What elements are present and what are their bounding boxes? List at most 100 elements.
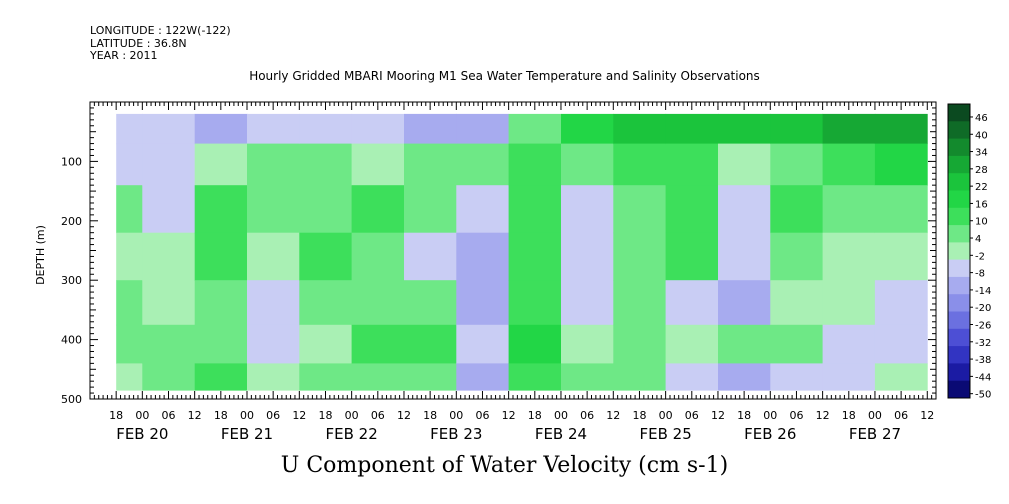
- heatmap-cell: [874, 232, 928, 281]
- x-date-label: FEB 21: [221, 425, 273, 443]
- colorbar: 46 40 34 28 22 16 10 4 -2 -8 -14 -20 -26 -32 -38 -44 -50: [947, 103, 991, 401]
- x-date-label: FEB 27: [849, 425, 901, 443]
- heatmap-cell: [194, 113, 248, 145]
- x-date-label: FEB 20: [116, 425, 168, 443]
- heatmap-cell: [456, 185, 510, 234]
- heatmap-cell: [456, 143, 510, 186]
- x-hour-label: 06: [685, 409, 699, 422]
- x-date-label: FEB 24: [535, 425, 587, 443]
- heatmap-cell: [718, 280, 771, 326]
- heatmap-cell: [613, 324, 667, 364]
- axes: 18 00 06 12 18 00 06 12 18 00 06 12 18 00 06 12 18 00 06 12…: [61, 102, 937, 443]
- heatmap-cell: [613, 113, 667, 145]
- colorbar-label: -8: [975, 269, 985, 280]
- heatmap-cell: [404, 232, 457, 281]
- x-hour-label: 18: [632, 409, 646, 422]
- heatmap-cell: [404, 185, 457, 234]
- heatmap-cell: [718, 232, 771, 281]
- heatmap-cell: [874, 185, 928, 234]
- heatmap-cell: [665, 280, 719, 326]
- heatmap-cell: [508, 280, 562, 326]
- colorbar-swatch: [948, 155, 970, 174]
- colorbar-swatch: [948, 346, 970, 364]
- heatmap-cell: [456, 324, 510, 364]
- heatmap-cell: [613, 143, 667, 186]
- heatmap-cell: [404, 363, 457, 391]
- x-hour-label: 18: [842, 409, 856, 422]
- heatmap-cell: [822, 324, 876, 364]
- y-tick-label: 200: [61, 215, 82, 228]
- heatmap-cell: [404, 280, 457, 326]
- heatmap-cell: [561, 232, 614, 281]
- colorbar-swatch: [948, 276, 970, 295]
- x-hour-label: 06: [789, 409, 803, 422]
- heatmap-cell: [194, 324, 248, 364]
- y-axis-label: DEPTH (m): [34, 225, 47, 285]
- x-hour-label: 06: [894, 409, 908, 422]
- heatmap-cell: [247, 143, 300, 186]
- heatmap-cell: [508, 232, 562, 281]
- colorbar-swatch: [948, 138, 970, 157]
- heatmap-cell: [142, 324, 196, 364]
- heatmap-cell: [874, 280, 928, 326]
- colorbar-swatch: [948, 173, 970, 191]
- heatmap-cell: [247, 280, 300, 326]
- heatmap-cell: [194, 280, 248, 326]
- x-date-label: FEB 25: [639, 425, 691, 443]
- heatmap-cell: [770, 185, 824, 234]
- heatmap-cell: [613, 280, 667, 326]
- colorbar-label: 16: [975, 199, 988, 210]
- heatmap-cell: [247, 232, 300, 281]
- colorbar-label: 40: [975, 130, 988, 141]
- heatmap-cell: [456, 280, 510, 326]
- x-hour-label: 12: [711, 409, 725, 422]
- heatmap-cell: [351, 232, 405, 281]
- chart-title: Hourly Gridded MBARI Mooring M1 Sea Wate…: [249, 69, 760, 83]
- heatmap-cell: [874, 113, 928, 145]
- x-hour-label: 12: [920, 409, 934, 422]
- x-hour-label: 18: [214, 409, 228, 422]
- heatmap-cell: [299, 185, 353, 234]
- x-hour-label: 00: [345, 409, 359, 422]
- heatmap-cell: [718, 185, 771, 234]
- heatmap-cell: [116, 280, 143, 326]
- heatmap-cell: [822, 363, 876, 391]
- heatmap-cell: [770, 232, 824, 281]
- heatmap-cell: [770, 280, 824, 326]
- heatmap-cell: [770, 324, 824, 364]
- heatmap-cell: [404, 113, 457, 145]
- heatmap-cell: [508, 185, 562, 234]
- colorbar-label: 34: [975, 148, 988, 159]
- heatmap-cell: [874, 143, 928, 186]
- heatmap-cell: [874, 324, 928, 364]
- heatmap-cell: [718, 363, 771, 391]
- heatmap-cell: [770, 363, 824, 391]
- x-hour-label: 12: [397, 409, 411, 422]
- x-date-label: FEB 26: [744, 425, 796, 443]
- colorbar-label: 10: [975, 217, 988, 228]
- heatmap-cell: [194, 232, 248, 281]
- heatmap-cell: [142, 363, 196, 391]
- heatmap-cell: [822, 185, 876, 234]
- heatmap-cell: [194, 363, 248, 391]
- longitude-label: LONGITUDE : 122W(-122): [90, 24, 231, 37]
- x-hour-label: 00: [659, 409, 673, 422]
- heatmap-cell: [299, 143, 353, 186]
- colorbar-swatch: [948, 104, 970, 122]
- heatmap-cell: [665, 113, 719, 145]
- heatmap-cell: [116, 185, 143, 234]
- x-hour-label: 06: [475, 409, 489, 422]
- x-hour-label: 18: [423, 409, 437, 422]
- heatmap-cell: [822, 113, 876, 145]
- heatmap-cell: [351, 143, 405, 186]
- heatmap-cell: [247, 185, 300, 234]
- heatmap-cell: [718, 113, 771, 145]
- colorbar-frame: [947, 103, 971, 399]
- heatmap-cell: [299, 363, 353, 391]
- latitude-label: LATITUDE : 36.8N: [90, 37, 187, 50]
- heatmap-cell: [351, 280, 405, 326]
- colorbar-swatch: [948, 190, 970, 209]
- heatmap-cell: [247, 113, 300, 145]
- x-hour-label: 00: [763, 409, 777, 422]
